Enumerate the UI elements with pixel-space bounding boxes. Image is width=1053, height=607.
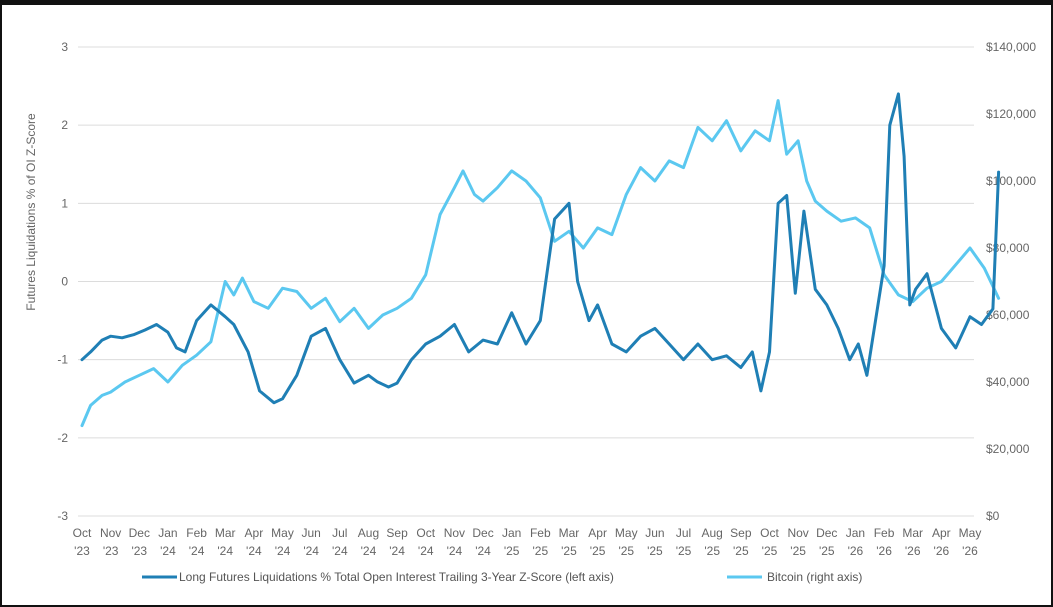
- x-tick-month: Nov: [100, 526, 121, 540]
- x-tick-year: '24: [418, 544, 434, 558]
- x-tick-month: Oct: [760, 526, 779, 540]
- left-tick-label: 0: [61, 275, 68, 289]
- x-tick-year: '26: [848, 544, 864, 558]
- x-tick-year: '24: [332, 544, 348, 558]
- x-tick-month: Nov: [787, 526, 808, 540]
- x-tick-month: Oct: [73, 526, 92, 540]
- x-tick-month: Oct: [416, 526, 435, 540]
- x-tick-month: Dec: [472, 526, 493, 540]
- x-tick-year: '25: [790, 544, 806, 558]
- x-tick-year: '25: [704, 544, 720, 558]
- x-tick-year: '24: [303, 544, 319, 558]
- left-axis-ticks: 3 2 1 0 -1 -2 -3: [57, 40, 68, 523]
- x-tick-year: '24: [447, 544, 463, 558]
- x-tick-year: '24: [217, 544, 233, 558]
- x-tick-month: Jun: [645, 526, 664, 540]
- x-tick-year: '24: [246, 544, 262, 558]
- x-tick-month: Jan: [502, 526, 521, 540]
- x-tick-year: '25: [733, 544, 749, 558]
- x-tick-month: Jan: [158, 526, 177, 540]
- x-tick-month: Feb: [530, 526, 551, 540]
- x-tick-year: '24: [189, 544, 205, 558]
- x-tick-year: '24: [361, 544, 377, 558]
- x-tick-year: '26: [962, 544, 978, 558]
- x-tick-year: '23: [103, 544, 119, 558]
- x-tick-month: Mar: [902, 526, 923, 540]
- x-tick-month: May: [959, 526, 982, 540]
- x-tick-year: '25: [533, 544, 549, 558]
- right-tick-label: $40,000: [986, 375, 1030, 389]
- left-tick-label: 2: [61, 118, 68, 132]
- right-tick-label: $80,000: [986, 241, 1030, 255]
- x-tick-year: '24: [275, 544, 291, 558]
- x-tick-month: Feb: [186, 526, 207, 540]
- x-tick-year: '25: [762, 544, 778, 558]
- x-axis-ticks: Oct '23 Nov '23 Dec '23 Jan '24 Feb '24 Mar '24 Apr '…: [73, 526, 982, 558]
- x-tick-month: Apr: [245, 526, 264, 540]
- x-tick-month: Sep: [386, 526, 408, 540]
- legend: Long Futures Liquidations % Total Open I…: [142, 570, 862, 584]
- x-tick-month: Dec: [129, 526, 150, 540]
- x-tick-month: May: [271, 526, 294, 540]
- right-tick-label: $140,000: [986, 40, 1036, 54]
- x-tick-year: '25: [590, 544, 606, 558]
- series-line-zscore: [80, 92, 1001, 405]
- x-tick-month: Dec: [816, 526, 837, 540]
- x-tick-month: Aug: [358, 526, 379, 540]
- left-axis-title: Futures Liquidations % of OI Z-Score: [24, 113, 38, 311]
- x-tick-month: May: [615, 526, 638, 540]
- right-tick-label: $100,000: [986, 174, 1036, 188]
- series-layer: [80, 92, 1001, 428]
- left-tick-label: -3: [57, 509, 68, 523]
- x-tick-year: '24: [160, 544, 176, 558]
- x-tick-year: '23: [74, 544, 90, 558]
- left-tick-label: -1: [57, 353, 68, 367]
- x-tick-year: '25: [504, 544, 520, 558]
- right-tick-label: $0: [986, 509, 1000, 523]
- x-tick-month: Apr: [932, 526, 951, 540]
- right-tick-label: $60,000: [986, 308, 1030, 322]
- series-line-bitcoin: [80, 99, 1001, 428]
- x-tick-month: Jul: [332, 526, 347, 540]
- x-tick-month: Aug: [702, 526, 723, 540]
- x-tick-year: '26: [876, 544, 892, 558]
- gridlines: [78, 46, 974, 517]
- x-tick-year: '24: [389, 544, 405, 558]
- x-tick-year: '23: [131, 544, 147, 558]
- x-tick-month: Sep: [730, 526, 752, 540]
- legend-label-bitcoin: Bitcoin (right axis): [767, 570, 862, 584]
- x-tick-month: Feb: [874, 526, 895, 540]
- x-tick-year: '26: [934, 544, 950, 558]
- x-tick-month: Nov: [444, 526, 465, 540]
- x-tick-year: '25: [819, 544, 835, 558]
- x-tick-month: Jul: [676, 526, 691, 540]
- right-tick-label: $20,000: [986, 442, 1030, 456]
- x-tick-year: '25: [647, 544, 663, 558]
- x-tick-month: Mar: [215, 526, 236, 540]
- left-tick-label: -2: [57, 431, 68, 445]
- x-tick-month: Jan: [846, 526, 865, 540]
- x-tick-year: '25: [676, 544, 692, 558]
- left-tick-label: 1: [61, 196, 68, 210]
- x-tick-month: Jun: [301, 526, 320, 540]
- x-tick-year: '24: [475, 544, 491, 558]
- legend-label-zscore: Long Futures Liquidations % Total Open I…: [179, 570, 614, 584]
- left-tick-label: 3: [61, 40, 68, 54]
- line-chart: 3 2 1 0 -1 -2 -3 $140,000 $120,000 $100,000 $80,0…: [24, 40, 1036, 584]
- right-tick-label: $120,000: [986, 107, 1036, 121]
- x-tick-month: Mar: [559, 526, 580, 540]
- x-tick-month: Apr: [588, 526, 607, 540]
- x-tick-year: '25: [618, 544, 634, 558]
- x-tick-year: '25: [561, 544, 577, 558]
- x-tick-year: '26: [905, 544, 921, 558]
